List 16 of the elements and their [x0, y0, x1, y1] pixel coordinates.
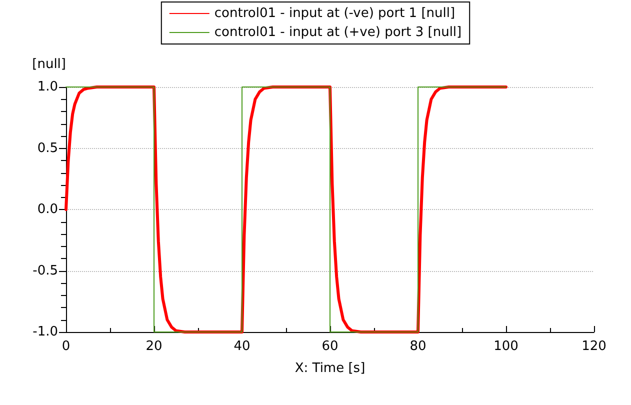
x-tick-label: 0: [62, 339, 70, 354]
legend-label: control01 - input at (+ve) port 3 [null]: [214, 25, 462, 40]
y-tick-label: -1.0: [32, 324, 58, 340]
y-axis-title: [null]: [32, 57, 66, 72]
y-tick-label: 0.5: [37, 140, 58, 156]
x-tick-label: 60: [322, 339, 338, 354]
x-tick-label: 80: [410, 339, 426, 354]
y-tick-label: 1.0: [37, 80, 58, 94]
x-tick-label: 120: [582, 339, 606, 354]
x-axis-title: X: Time [s]: [294, 361, 366, 376]
x-tick-label: 40: [234, 339, 250, 354]
y-tick-label: 0.0: [37, 202, 58, 217]
y-tick-label: -0.5: [32, 263, 58, 278]
x-tick-label: 20: [146, 339, 162, 354]
x-tick-label: 100: [494, 339, 518, 354]
legend-label: control01 - input at (-ve) port 1 [null]: [214, 6, 456, 21]
